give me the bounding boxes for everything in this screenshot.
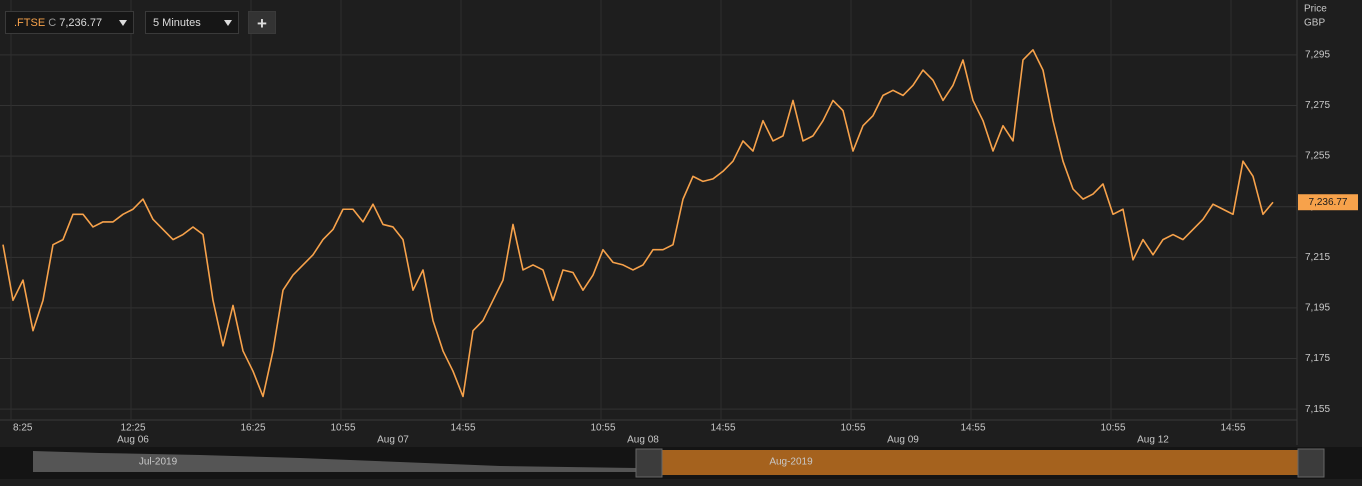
y-tick-label: 7,255 — [1305, 151, 1330, 162]
x-tick-label: 10:55 — [1100, 423, 1125, 434]
x-tick-label: 14:55 — [960, 423, 985, 434]
y-tick-label: 7,155 — [1305, 404, 1330, 415]
x-date-label: Aug 08 — [627, 435, 659, 446]
dropdown-arrow — [119, 20, 127, 26]
interval-box[interactable]: 5 Minutes — [145, 11, 239, 34]
x-date-label: Aug 12 — [1137, 435, 1169, 446]
x-tick-label: 14:55 — [710, 423, 735, 434]
last-price-tag — [1298, 194, 1358, 211]
y-tick-label: 7,195 — [1305, 303, 1330, 314]
navigator-label: Jul-2019 — [139, 457, 178, 468]
navigator-handle[interactable] — [1297, 448, 1325, 478]
x-tick-label: 14:55 — [1220, 423, 1245, 434]
x-tick-label: 10:55 — [590, 423, 615, 434]
dropdown-arrow — [224, 20, 232, 26]
last-price-label: 7,236.77 — [1309, 197, 1348, 208]
navigator-handle[interactable] — [635, 448, 663, 478]
y-axis-title: Price — [1304, 4, 1327, 15]
y-tick-label: 7,275 — [1305, 100, 1330, 111]
x-tick-label: 10:55 — [330, 423, 355, 434]
x-tick-label: 14:55 — [450, 423, 475, 434]
x-date-label: Aug 07 — [377, 435, 409, 446]
flag: C — [48, 17, 57, 29]
price-line — [2, 49, 1274, 398]
x-date-label: Aug 09 — [887, 435, 919, 446]
interval: 5 Minutes — [153, 17, 201, 29]
navigator-selection[interactable] — [640, 450, 1300, 475]
x-date-label: Aug 06 — [117, 435, 149, 446]
x-tick-label: 8:25 — [13, 423, 33, 434]
price: 7,236.77 — [59, 17, 103, 29]
symbol-box[interactable]: .FTSE C 7,236.77 — [5, 11, 134, 34]
navigator: Jul-2019 Aug-2019 — [0, 447, 1362, 479]
y-tick-label: 7,215 — [1305, 252, 1330, 263]
y-tick-label: 7,295 — [1305, 50, 1330, 61]
navigator-history — [33, 451, 640, 472]
x-tick-label: 16:25 — [240, 423, 265, 434]
symbol: .FTSE — [14, 17, 46, 29]
y-axis-unit: GBP — [1304, 18, 1325, 29]
x-tick-label: 10:55 — [840, 423, 865, 434]
add-button[interactable]: + — [248, 11, 276, 34]
y-tick-label: 7,175 — [1305, 353, 1330, 364]
x-tick-label: 12:25 — [120, 423, 145, 434]
navigator-label: Aug-2019 — [769, 457, 813, 468]
add-label: + — [257, 14, 267, 33]
